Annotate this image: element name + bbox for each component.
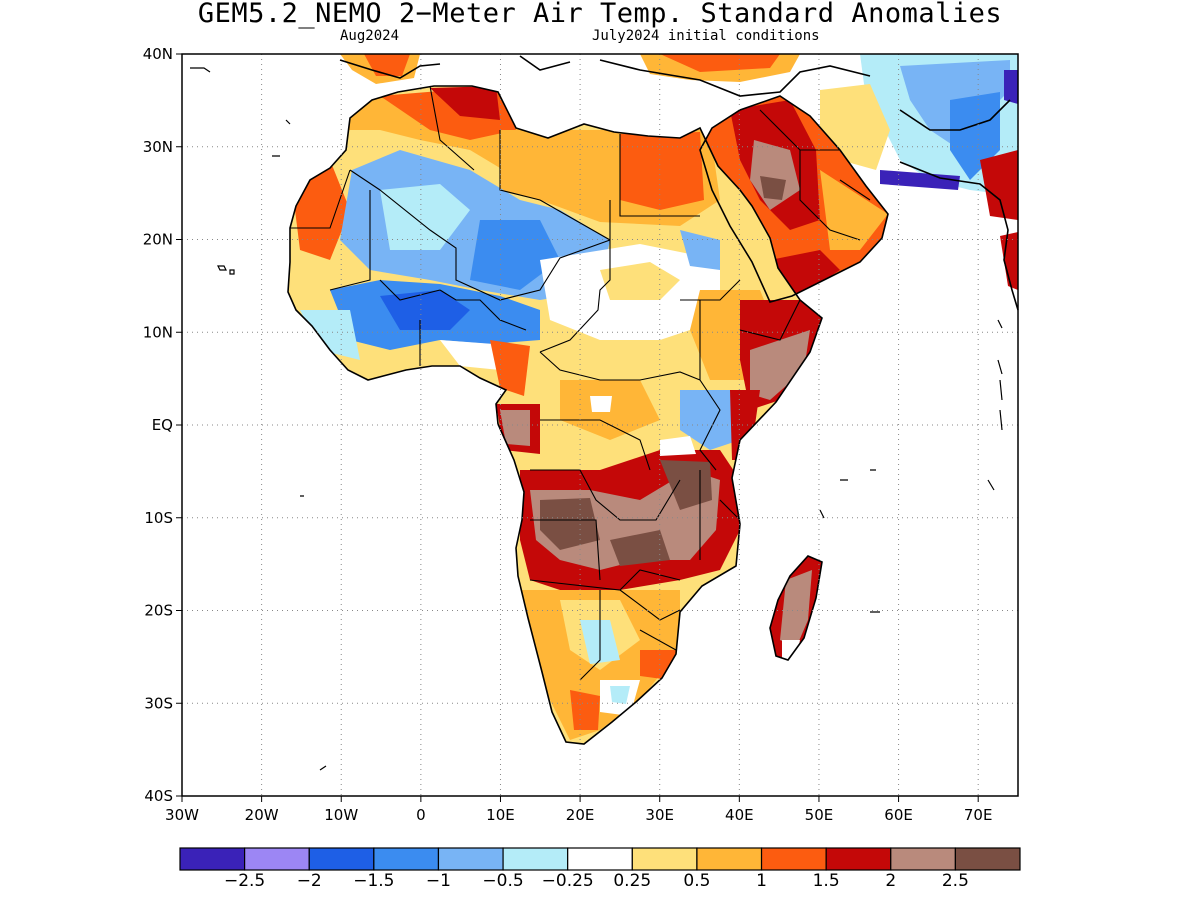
colorbar-swatch [308,847,375,871]
lat-tick-label: 10N [143,323,173,341]
colorbar-label: 2 [885,871,897,891]
colorbar-label: −2.5 [223,871,266,891]
colorbar-label: −1.5 [353,871,395,891]
lon-tick-label: 20E [566,806,595,824]
country-borders [290,85,871,681]
colorbar [179,847,1021,871]
colorbar-label: 1.5 [812,871,840,891]
graticule [182,54,1018,796]
lat-tick-label: 40S [144,787,173,805]
colorbar-swatch [760,847,827,871]
colorbar-label: 0.25 [613,871,652,891]
lon-tick-label: 10W [324,806,358,824]
colorbar-swatch [696,847,763,871]
colorbar-label: −0.5 [482,871,524,891]
forecast-month: Aug2024 [340,28,400,44]
lat-tick-label: 40N [143,45,173,63]
colorbar-label: 0.5 [683,871,711,891]
lon-tick-label: 30E [645,806,674,824]
colorbar-label: −0.25 [541,871,594,891]
islands [190,67,1003,771]
colorbar-label: −2 [296,871,322,891]
colorbar-label: −1 [425,871,451,891]
colorbar-swatch [502,847,569,871]
lat-tick-label: 30N [143,138,173,156]
initial-conditions: July2024 initial conditions [592,28,820,44]
coastlines [287,55,1019,745]
colorbar-label: 2.5 [941,871,969,891]
colorbar-swatch [954,847,1021,871]
lon-tick-label: 20W [245,806,279,824]
colorbar-swatch [179,847,246,871]
colorbar-swatch [890,847,956,871]
lon-tick-label: 50E [805,806,834,824]
lon-tick-label: 70E [964,806,993,824]
lat-tick-label: EQ [152,416,173,434]
colorbar-swatch [373,847,440,871]
colorbar-swatch [825,847,892,871]
lat-tick-label: 10S [144,509,173,527]
lon-tick-label: 0 [416,806,426,824]
colorbar-swatch [244,847,310,871]
lon-tick-label: 30W [165,806,199,824]
colorbar-swatch [567,847,633,871]
lon-tick-label: 10E [486,806,515,824]
colorbar-label: 1 [756,871,767,891]
lon-tick-label: 60E [884,806,913,824]
lat-tick-label: 20N [143,231,173,249]
colorbar-swatch [437,847,504,871]
map-title: GEM5.2_NEMO 2−Meter Air Temp. Standard A… [197,0,1003,29]
lon-tick-label: 40E [725,806,754,824]
colorbar-swatch [631,847,698,871]
lat-tick-label: 30S [144,694,173,712]
lat-tick-label: 20S [144,602,173,620]
